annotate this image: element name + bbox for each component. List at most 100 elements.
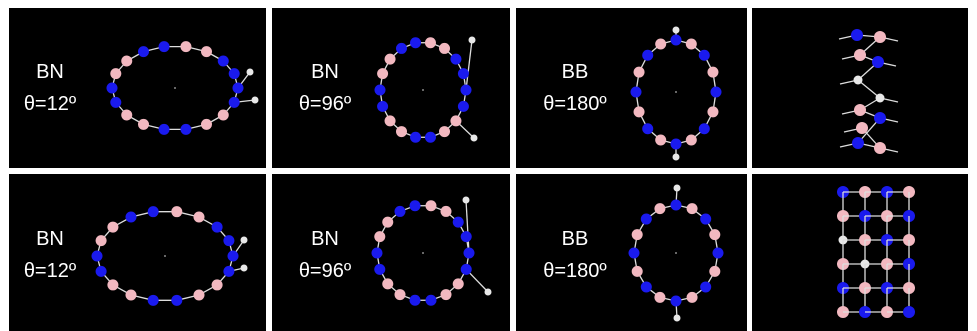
atom <box>852 137 864 149</box>
atom <box>439 43 450 54</box>
atom <box>458 101 469 112</box>
atom <box>107 279 118 290</box>
atom <box>671 139 682 150</box>
atom <box>107 222 118 233</box>
atom <box>212 222 223 233</box>
atom <box>671 200 682 211</box>
atom <box>201 46 212 57</box>
atom <box>375 85 386 96</box>
atom <box>218 109 229 120</box>
atom <box>450 115 461 126</box>
material-label: BN <box>36 61 64 83</box>
atom <box>377 68 388 79</box>
material-label: BN <box>311 61 339 83</box>
atom <box>673 154 680 161</box>
atom <box>194 289 205 300</box>
atom <box>713 248 724 259</box>
atom <box>385 115 396 126</box>
atom <box>410 200 421 211</box>
atom <box>159 41 170 52</box>
atom <box>410 37 421 48</box>
atom <box>374 264 385 275</box>
atom <box>671 296 682 307</box>
atom <box>471 135 478 142</box>
atom <box>107 83 118 94</box>
atom <box>110 97 121 108</box>
atom <box>228 251 239 262</box>
atom <box>700 214 711 225</box>
atom <box>699 123 710 134</box>
material-label: BN <box>311 228 339 250</box>
material-label: BB <box>562 228 589 250</box>
atom <box>654 203 665 214</box>
angle-label: θ=96º <box>299 260 352 282</box>
atom <box>654 292 665 303</box>
atom <box>687 292 698 303</box>
atom <box>247 69 254 76</box>
center-dot <box>164 255 166 257</box>
panel <box>752 174 968 331</box>
atom <box>453 278 464 289</box>
atom <box>396 43 407 54</box>
atom <box>241 265 248 272</box>
atom <box>201 119 212 130</box>
atom <box>876 94 885 103</box>
atom <box>671 35 682 46</box>
atom <box>441 206 452 217</box>
atom <box>425 37 436 48</box>
angle-label: θ=180º <box>543 93 607 115</box>
atom <box>229 97 240 108</box>
atom <box>385 54 396 65</box>
atom <box>699 50 710 61</box>
atom <box>92 251 103 262</box>
atom <box>632 266 643 277</box>
atom <box>180 124 191 135</box>
atom <box>138 119 149 130</box>
atom <box>874 112 886 124</box>
atom <box>854 76 863 85</box>
atom <box>709 266 720 277</box>
atom <box>439 126 450 137</box>
atom <box>655 135 666 146</box>
atom <box>711 87 722 98</box>
atom <box>110 68 121 79</box>
atom <box>463 197 470 204</box>
atom <box>854 49 866 61</box>
atom <box>874 31 886 43</box>
atom <box>461 85 472 96</box>
atom <box>218 56 229 67</box>
atom <box>872 56 884 68</box>
atom <box>874 142 886 154</box>
panel <box>272 8 510 168</box>
atom <box>707 106 718 117</box>
atom <box>450 54 461 65</box>
atom <box>96 266 107 277</box>
atom <box>148 206 159 217</box>
atom <box>642 50 653 61</box>
atom <box>629 248 640 259</box>
atom <box>453 217 464 228</box>
atom <box>461 264 472 275</box>
atom <box>469 37 476 44</box>
panel-backgrounds <box>9 8 968 331</box>
center-dot <box>675 91 677 93</box>
atom <box>461 231 472 242</box>
center-dot <box>174 87 176 89</box>
atom <box>138 46 149 57</box>
angle-label: θ=12º <box>24 93 77 115</box>
panel <box>9 8 266 168</box>
atom <box>856 122 868 134</box>
center-dot <box>422 252 424 254</box>
atom <box>395 289 406 300</box>
material-label: BN <box>36 228 64 250</box>
atom <box>686 38 697 49</box>
atom <box>641 281 652 292</box>
atom <box>377 101 388 112</box>
atom <box>410 132 421 143</box>
atom <box>485 289 492 296</box>
atom <box>121 109 132 120</box>
atom <box>171 206 182 217</box>
figure: BN θ=12º BN θ=96º BB θ=180º BN θ=12º BN … <box>0 0 977 331</box>
center-dot <box>675 252 677 254</box>
atom <box>458 68 469 79</box>
